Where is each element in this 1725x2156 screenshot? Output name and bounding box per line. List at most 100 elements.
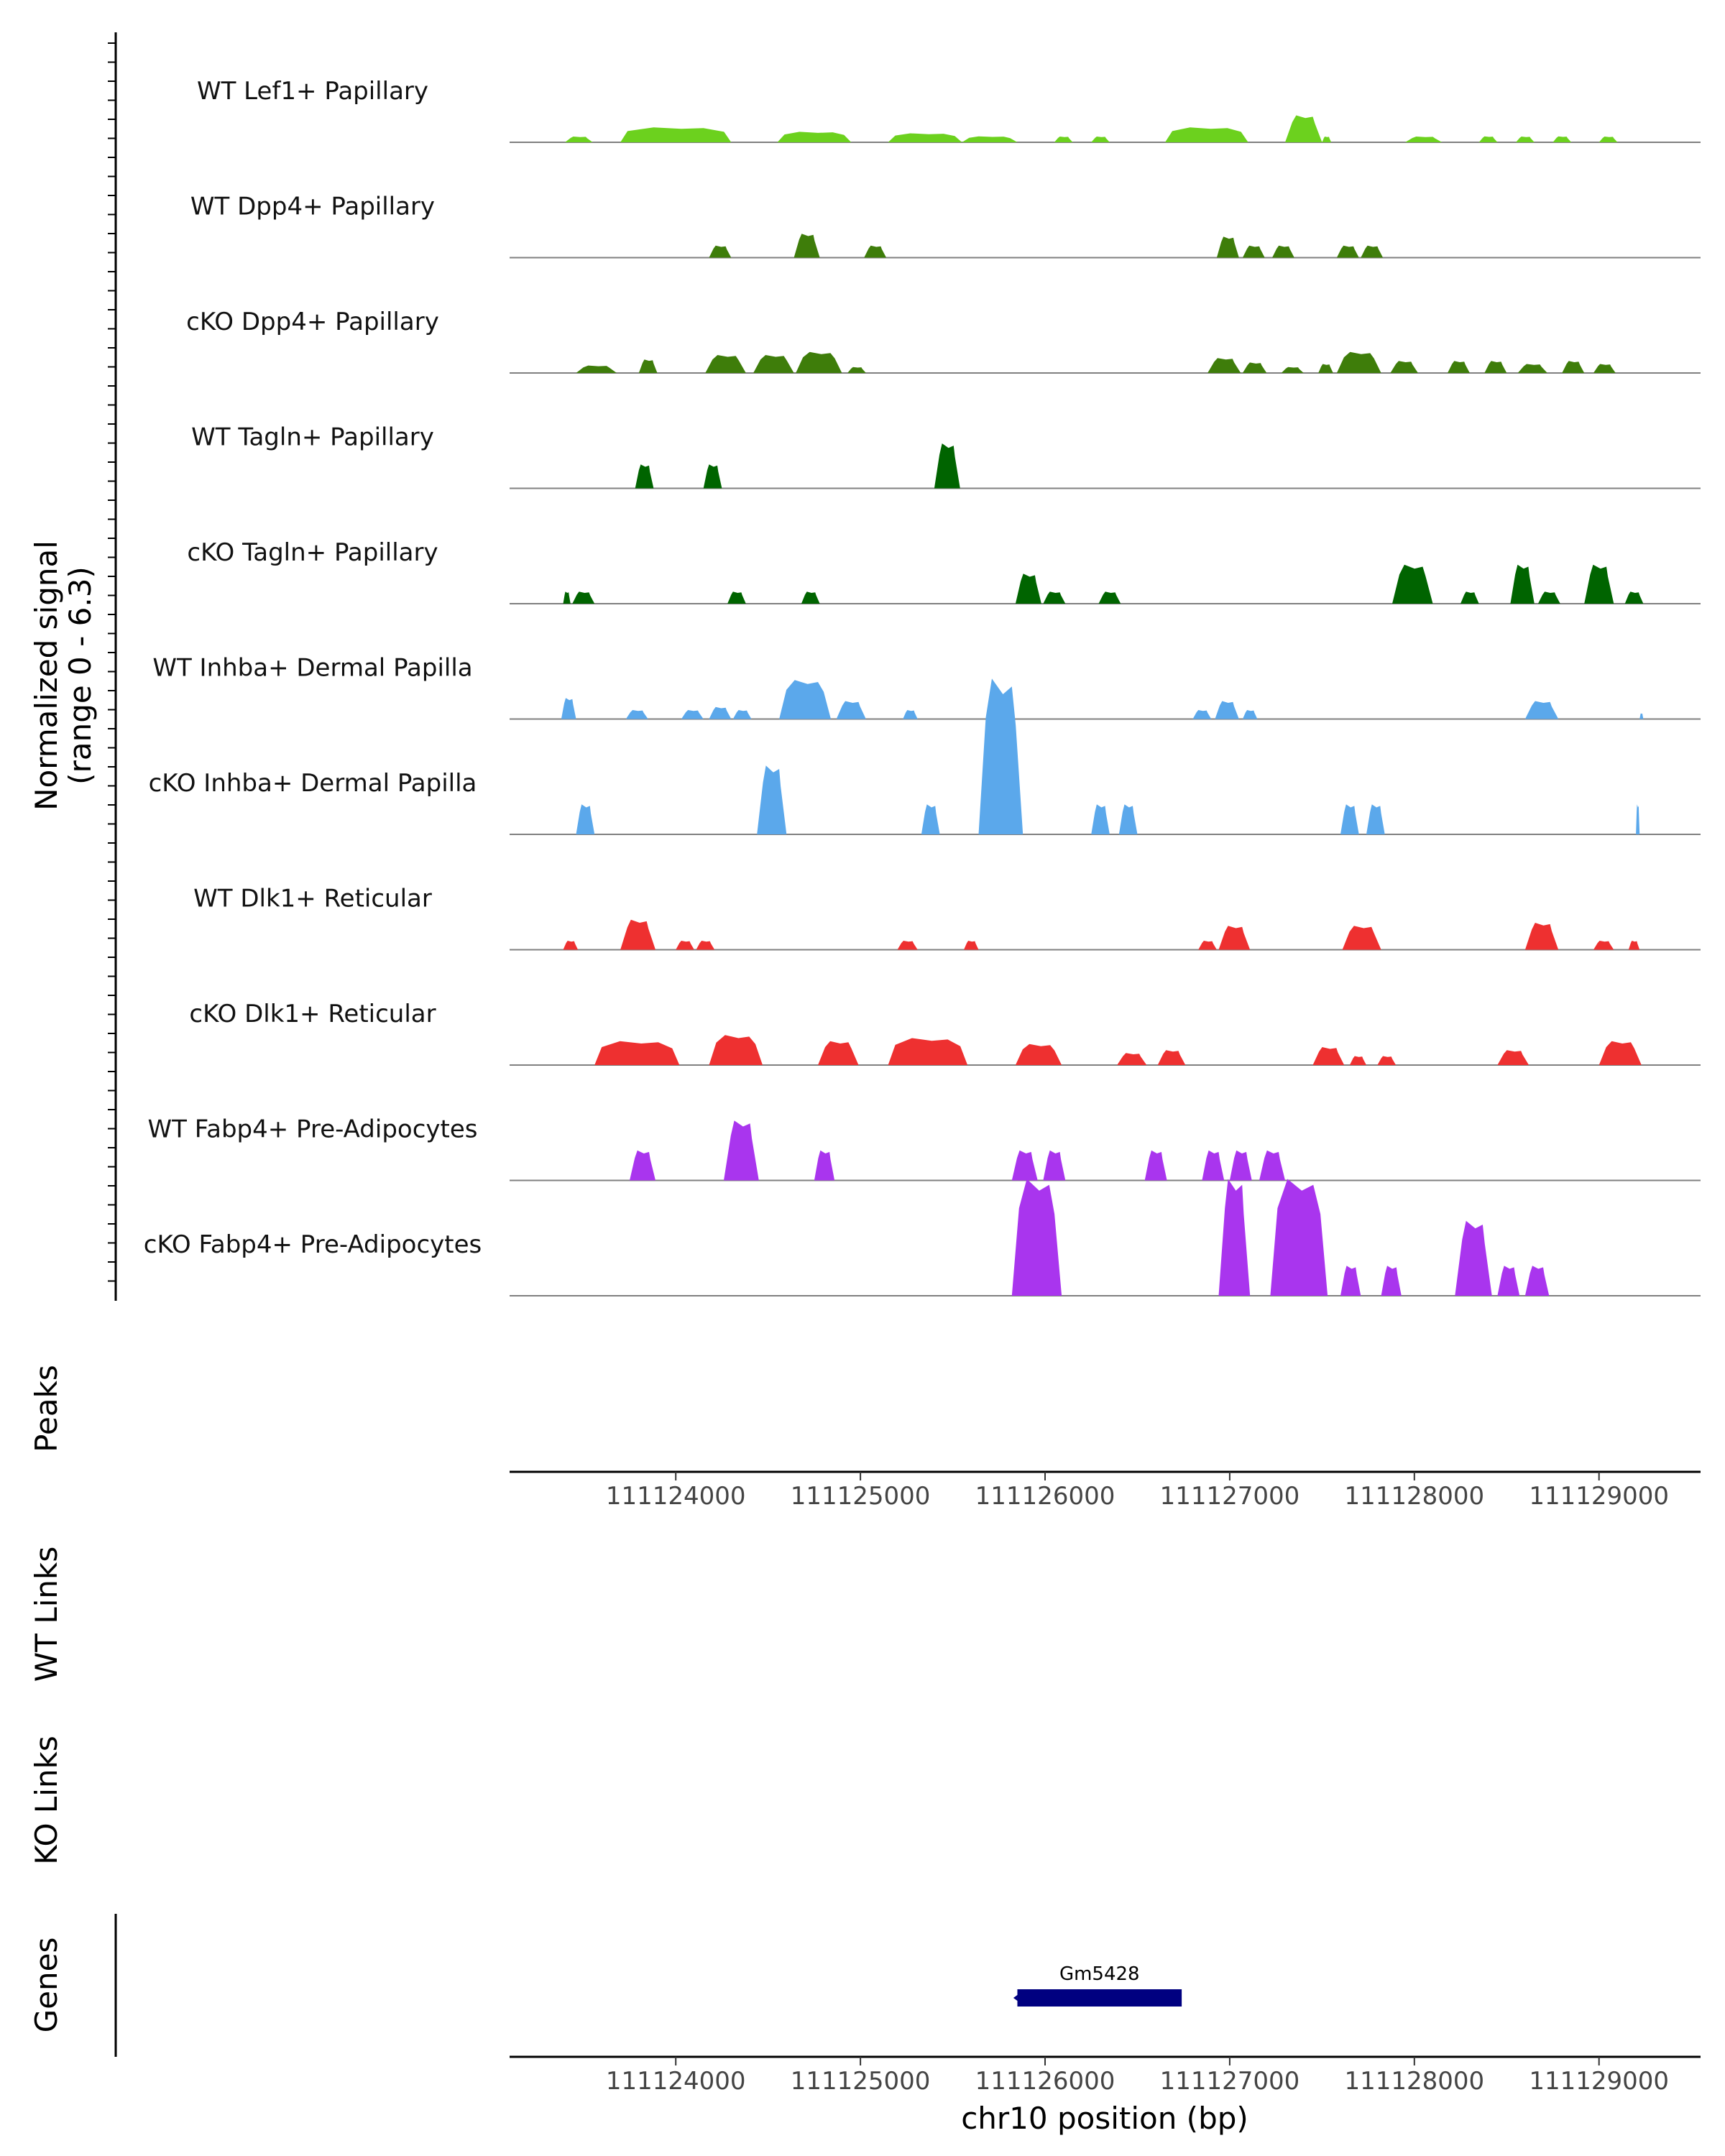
coverage-peak-6-2 [921,804,940,834]
coverage-peak-0-10 [1405,137,1443,142]
coverage-peak-5-10 [1242,710,1258,719]
coverage-peak-2-2 [705,355,746,373]
coverage-peak-1-5 [1272,245,1294,258]
gene-annotations: Gm5428 [1013,1963,1182,2007]
coverage-peak-0-14 [1598,137,1618,142]
coverage-peak-5-9 [1215,701,1239,719]
y-axis-range-label: (range 0 - 6.3) [63,566,98,785]
track-label-6: cKO Inhba+ Dermal Papilla [149,769,477,798]
coverage-peak-6-4 [1091,804,1110,834]
coverage-peak-4-12 [1624,591,1644,604]
coverage-peak-5-4 [732,710,752,719]
coverage-peak-4-0 [563,591,571,604]
coverage-peak-0-5 [1054,137,1073,142]
coverage-peak-5-7 [903,710,918,719]
coverage-peak-2-4 [796,351,842,373]
coverage-peak-5-5 [779,680,831,719]
gene-label-0: Gm5428 [1059,1963,1140,1985]
bottom-x-tick-label-1: 111125000 [791,2067,931,2096]
coverage-peak-7-0 [563,941,579,950]
track-label-3: WT Tagln+ Papillary [191,423,434,452]
coverage-peak-6-8 [1636,804,1640,834]
coverage-peak-0-0 [565,137,593,142]
coverage-peak-6-0 [576,804,595,834]
track-label-8: cKO Dlk1+ Reticular [189,1000,436,1028]
coverage-peak-0-3 [888,133,962,142]
track-4: cKO Tagln+ Papillary [187,538,1701,604]
coverage-peak-9-4 [1043,1150,1066,1181]
wt-links-track-label: WT Links [29,1547,64,1682]
coverage-peak-0-2 [777,132,852,142]
coverage-peak-10-6 [1497,1266,1520,1296]
track-8: cKO Dlk1+ Reticular [189,1000,1701,1066]
coverage-peak-5-6 [836,701,866,719]
coverage-peak-10-0 [1011,1179,1062,1296]
coverage-peak-7-4 [897,941,918,950]
coverage-peak-7-10 [1593,941,1614,950]
coverage-peak-5-0 [561,698,576,719]
coverage-peak-8-7 [1312,1047,1345,1065]
coverage-peak-1-4 [1242,245,1265,258]
coverage-peak-2-11 [1390,361,1418,373]
bottom-x-tick-label-3: 111127000 [1160,2067,1300,2096]
coverage-peak-2-13 [1484,361,1507,373]
coverage-peak-9-5 [1144,1150,1167,1181]
top-x-axis-ticks: 111124000 111125000 111126000 111127000 1111… [606,1472,1669,1511]
coverage-peak-10-7 [1524,1266,1550,1296]
coverage-peak-10-1 [1218,1179,1251,1296]
coverage-tracks: WT Lef1+ Papillary WT Dpp4+ Papillary cKO … [144,77,1701,1296]
track-label-9: WT Fabp4+ Pre-Adipocytes [148,1115,478,1144]
bottom-x-tick-label-2: 111126000 [975,2067,1116,2096]
coverage-peak-6-6 [1340,804,1359,834]
top-x-tick-label-4: 111128000 [1344,1482,1484,1511]
coverage-peak-0-13 [1552,136,1572,142]
coverage-peak-6-3 [978,678,1024,834]
coverage-peak-0-12 [1516,137,1535,142]
gene-body-0 [1017,1989,1182,2007]
coverage-peak-8-3 [888,1038,968,1065]
coverage-peak-3-0 [635,464,654,489]
coverage-peak-1-7 [1361,245,1384,258]
coverage-peak-5-2 [681,710,704,719]
coverage-peak-7-8 [1342,926,1381,950]
coverage-peak-6-7 [1366,804,1385,834]
coverage-peak-10-5 [1455,1220,1492,1296]
coverage-peak-2-10 [1336,351,1381,373]
track-0: WT Lef1+ Papillary [197,77,1701,143]
coverage-peak-5-3 [709,706,732,719]
coverage-peak-0-1 [620,127,732,142]
coverage-peak-9-8 [1259,1150,1285,1181]
coverage-peak-5-8 [1192,710,1212,719]
coverage-peak-0-6 [1091,137,1110,142]
gene-strand-arrow-0 [1013,1991,1024,2005]
coverage-peak-0-4 [962,136,1018,142]
track-label-5: WT Inhba+ Dermal Papilla [152,654,472,683]
coverage-peak-9-3 [1011,1150,1038,1181]
genes-track-label: Genes [29,1938,64,2033]
coverage-peak-4-1 [572,591,595,604]
coverage-peak-2-1 [638,359,658,373]
coverage-peak-8-5 [1117,1053,1147,1065]
track-5: WT Inhba+ Dermal Papilla [152,654,1701,720]
coverage-peak-9-2 [814,1150,835,1181]
bottom-x-tick-label-4: 111128000 [1344,2067,1484,2096]
coverage-peak-7-9 [1524,923,1559,950]
coverage-peak-4-11 [1584,564,1614,604]
track-label-7: WT Dlk1+ Reticular [193,885,432,913]
track-label-0: WT Lef1+ Papillary [197,77,428,106]
coverage-peak-8-8 [1349,1056,1366,1065]
coverage-peak-8-11 [1598,1041,1642,1065]
coverage-peak-8-9 [1377,1056,1397,1065]
top-x-tick-label-5: 111129000 [1529,1482,1669,1511]
coverage-peak-6-1 [757,765,787,834]
coverage-peak-7-6 [1198,941,1217,950]
bottom-x-tick-label-0: 111124000 [606,2067,746,2096]
track-1: WT Dpp4+ Papillary [190,193,1701,259]
coverage-peak-5-12 [1639,713,1644,719]
coverage-peak-4-2 [727,591,746,604]
coverage-peak-4-7 [1392,564,1433,604]
coverage-peak-7-11 [1628,941,1640,950]
track-3: WT Tagln+ Papillary [191,423,1701,489]
top-x-tick-label-1: 111125000 [791,1482,931,1511]
